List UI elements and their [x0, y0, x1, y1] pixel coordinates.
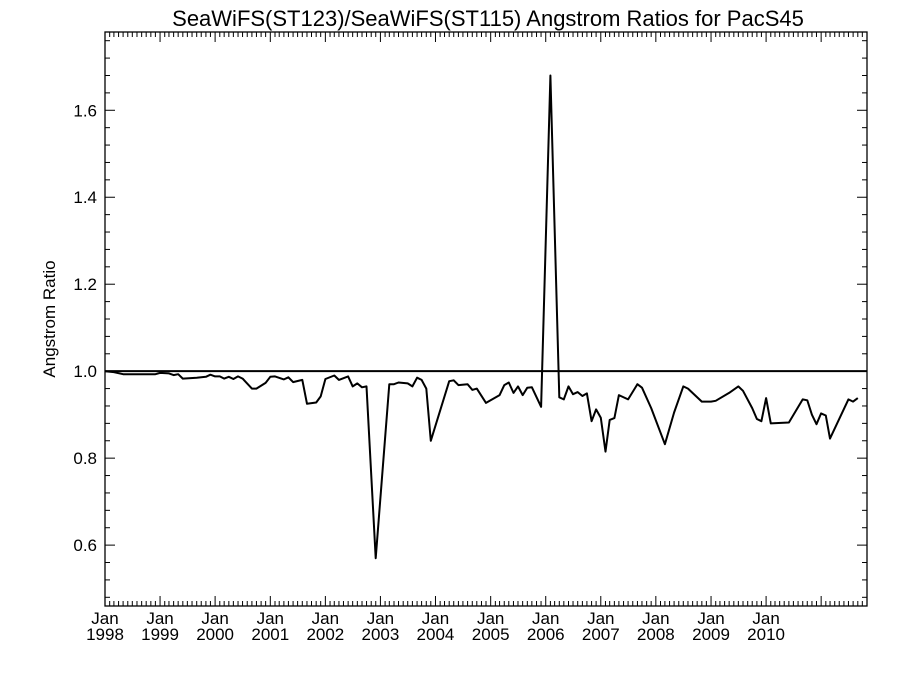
- x-tick-year: 1999: [141, 625, 179, 644]
- x-tick-month: Jan: [201, 609, 228, 628]
- y-tick-label: 1.6: [73, 101, 97, 120]
- x-tick-month: Jan: [587, 609, 614, 628]
- y-tick-label: 1.4: [73, 188, 97, 207]
- x-tick-month: Jan: [752, 609, 779, 628]
- y-tick-label: 1.2: [73, 275, 97, 294]
- x-tick-month: Jan: [312, 609, 339, 628]
- x-tick-month: Jan: [257, 609, 284, 628]
- x-axis: Jan1998Jan1999Jan2000Jan2001Jan2002Jan20…: [86, 32, 868, 644]
- x-tick-month: Jan: [642, 609, 669, 628]
- x-tick-month: Jan: [532, 609, 559, 628]
- x-tick-year: 2010: [747, 625, 785, 644]
- series-group: [104, 74, 859, 560]
- x-tick-month: Jan: [146, 609, 173, 628]
- plot-area: [104, 31, 868, 607]
- x-tick-month: Jan: [697, 609, 724, 628]
- x-tick-year: 2001: [251, 625, 289, 644]
- y-tick-label: 1.0: [73, 362, 97, 381]
- x-tick-month: Jan: [422, 609, 449, 628]
- x-tick-year: 2005: [472, 625, 510, 644]
- x-tick-year: 2002: [306, 625, 344, 644]
- x-tick-year: 2000: [196, 625, 234, 644]
- y-tick-label: 0.6: [73, 536, 97, 555]
- x-tick-year: 2006: [527, 625, 565, 644]
- x-tick-year: 2009: [692, 625, 730, 644]
- x-tick-year: 2004: [417, 625, 455, 644]
- x-tick-month: Jan: [477, 609, 504, 628]
- chart-title: SeaWiFS(ST123)/SeaWiFS(ST115) Angstrom R…: [172, 6, 804, 31]
- series-line: [104, 74, 859, 560]
- y-axis: 0.6 0.8 1.0 1.2 1.4 1.6: [73, 40, 867, 598]
- x-tick-month: Jan: [367, 609, 394, 628]
- x-tick-year: 1998: [86, 625, 124, 644]
- y-axis-label: Angstrom Ratio: [40, 260, 59, 377]
- x-tick-year: 2008: [637, 625, 675, 644]
- x-tick-month: Jan: [91, 609, 118, 628]
- x-tick-year: 2003: [362, 625, 400, 644]
- x-tick-year: 2007: [582, 625, 620, 644]
- y-tick-label: 0.8: [73, 449, 97, 468]
